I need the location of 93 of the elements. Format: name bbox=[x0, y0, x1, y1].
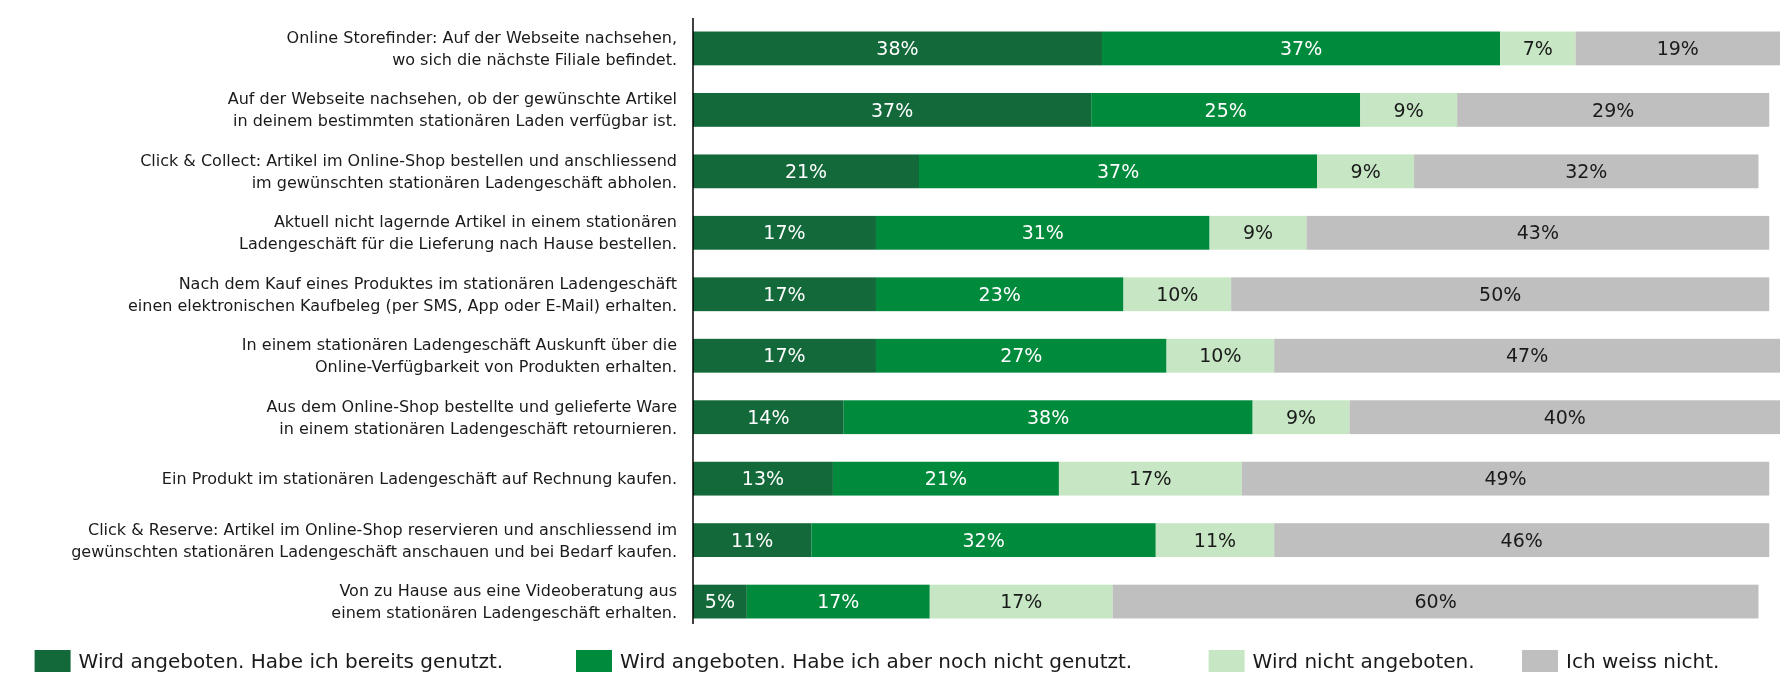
data-label: 29% bbox=[1592, 98, 1635, 121]
bar bbox=[1274, 523, 1770, 558]
y-tick-label: Aktuell nicht lagernde Artikel in einem stationären Ladengeschäft für die Lieferung nach Hause bestellen. bbox=[238, 212, 677, 254]
bar bbox=[693, 277, 876, 312]
bar bbox=[875, 277, 1124, 312]
data-label: 23% bbox=[978, 282, 1021, 305]
bar bbox=[1209, 215, 1307, 250]
bar bbox=[1306, 215, 1770, 250]
y-tick-label: Auf der Webseite nachsehen, ob der gewünschte Artikel in deinem bestimmten stationären Laden verfügbar ist. bbox=[227, 89, 677, 131]
data-label: 17% bbox=[763, 282, 806, 305]
data-label: 31% bbox=[1021, 221, 1064, 244]
bar bbox=[746, 584, 930, 619]
bar bbox=[1112, 584, 1759, 619]
data-label: 37% bbox=[1279, 37, 1323, 60]
bar bbox=[1274, 338, 1780, 373]
bar bbox=[1231, 277, 1770, 312]
data-label: 11% bbox=[1193, 528, 1237, 551]
data-label: 11% bbox=[731, 528, 774, 551]
bar bbox=[811, 523, 1156, 558]
bar bbox=[693, 154, 920, 189]
bar bbox=[1317, 154, 1415, 189]
data-label: 10% bbox=[1156, 282, 1199, 305]
data-label: 13% bbox=[741, 467, 785, 490]
bar bbox=[693, 215, 876, 250]
y-tick-label: Click & Reserve: Artikel im Online-Shop reservieren und anschliessend im gewünschten stationären Ladengeschäft anschauen und bei Bedarf kaufen. bbox=[71, 519, 677, 561]
data-label: 9% bbox=[1242, 221, 1274, 244]
data-label: 21% bbox=[784, 160, 828, 182]
bar bbox=[693, 92, 1092, 127]
y-tick-label: Aus dem Online-Shop bestellte und gelieferte Ware in einem stationären Ladengeschäft retournieren. bbox=[266, 396, 677, 438]
bar bbox=[1500, 31, 1576, 66]
bar bbox=[1166, 338, 1275, 373]
data-label: 17% bbox=[1000, 590, 1043, 613]
data-label: 14% bbox=[747, 405, 790, 428]
bar bbox=[1575, 31, 1780, 66]
bar bbox=[929, 584, 1113, 619]
legend-label: Wird angeboten. Habe ich aber noch nicht genutzt. bbox=[620, 649, 1133, 673]
bar bbox=[919, 154, 1318, 189]
data-label: 7% bbox=[1522, 37, 1553, 60]
data-label: 40% bbox=[1543, 405, 1586, 428]
bar bbox=[1241, 461, 1770, 496]
bar bbox=[1058, 461, 1242, 496]
data-label: 32% bbox=[1565, 160, 1608, 182]
y-tick-label: Von zu Hause aus eine Videoberatung aus einem stationären Ladengeschäft erhalten. bbox=[331, 581, 677, 623]
data-label: 46% bbox=[1500, 528, 1543, 551]
data-label: 17% bbox=[763, 221, 806, 244]
bar bbox=[1123, 277, 1232, 312]
bar bbox=[1252, 400, 1350, 435]
y-tick-label: Nach dem Kauf eines Produktes im stationären Ladengeschäft einen elektronischen Kaufbeleg (per SMS, App oder E-Mail) erhalten. bbox=[127, 273, 677, 315]
data-label: 17% bbox=[817, 590, 860, 613]
bar bbox=[1360, 92, 1458, 127]
data-label: 17% bbox=[1129, 467, 1172, 490]
bar bbox=[1414, 154, 1759, 189]
data-label: 50% bbox=[1479, 282, 1522, 305]
bar bbox=[843, 400, 1253, 435]
data-label: 60% bbox=[1414, 590, 1457, 613]
data-label: 5% bbox=[704, 590, 735, 613]
bar bbox=[832, 461, 1059, 496]
bar bbox=[1091, 92, 1361, 127]
legend-label: Ich weiss nicht. bbox=[1566, 649, 1720, 673]
bar bbox=[1349, 400, 1781, 435]
legend-label: Wird nicht angeboten. bbox=[1252, 649, 1475, 673]
data-label: 38% bbox=[876, 37, 919, 60]
bar bbox=[875, 338, 1167, 373]
bar bbox=[693, 523, 812, 558]
data-label: 38% bbox=[1027, 405, 1070, 428]
data-label: 49% bbox=[1484, 467, 1527, 490]
bar bbox=[875, 215, 1210, 250]
data-label: 43% bbox=[1516, 221, 1559, 244]
bar bbox=[693, 338, 876, 373]
data-label: 47% bbox=[1505, 344, 1549, 367]
bar bbox=[1457, 92, 1770, 127]
bar bbox=[693, 31, 1102, 66]
data-label: 32% bbox=[962, 528, 1005, 551]
data-label: 9% bbox=[1286, 405, 1317, 428]
data-label: 10% bbox=[1199, 344, 1242, 367]
data-label: 21% bbox=[924, 467, 968, 490]
data-label: 37% bbox=[870, 98, 914, 121]
data-label: 19% bbox=[1656, 37, 1699, 60]
data-label: 9% bbox=[1350, 160, 1381, 182]
y-tick-label: In einem stationären Ladengeschäft Auskunft über die Online-Verfügbarkeit von Produkten erhalten. bbox=[241, 335, 677, 377]
data-label: 27% bbox=[1000, 344, 1043, 367]
bar bbox=[1101, 31, 1501, 66]
bar bbox=[1155, 523, 1275, 558]
data-label: 37% bbox=[1097, 160, 1140, 182]
data-label: 17% bbox=[763, 344, 806, 367]
y-tick-label: Ein Produkt im stationären Ladengeschäft auf Rechnung kaufen. bbox=[161, 469, 677, 489]
data-label: 9% bbox=[1393, 98, 1424, 121]
y-tick-label: Online Storefinder: Auf der Webseite nachsehen, wo sich die nächste Filiale befindet. bbox=[286, 28, 677, 70]
legend-label: Wird angeboten. Habe ich bereits genutzt. bbox=[78, 649, 504, 673]
data-label: 25% bbox=[1204, 98, 1247, 121]
y-tick-label: Click & Collect: Artikel im Online-Shop bestellen und anschliessend im gewünschten stationären Ladengeschäft abholen. bbox=[140, 150, 677, 192]
bar bbox=[693, 461, 833, 496]
bar bbox=[693, 400, 844, 435]
